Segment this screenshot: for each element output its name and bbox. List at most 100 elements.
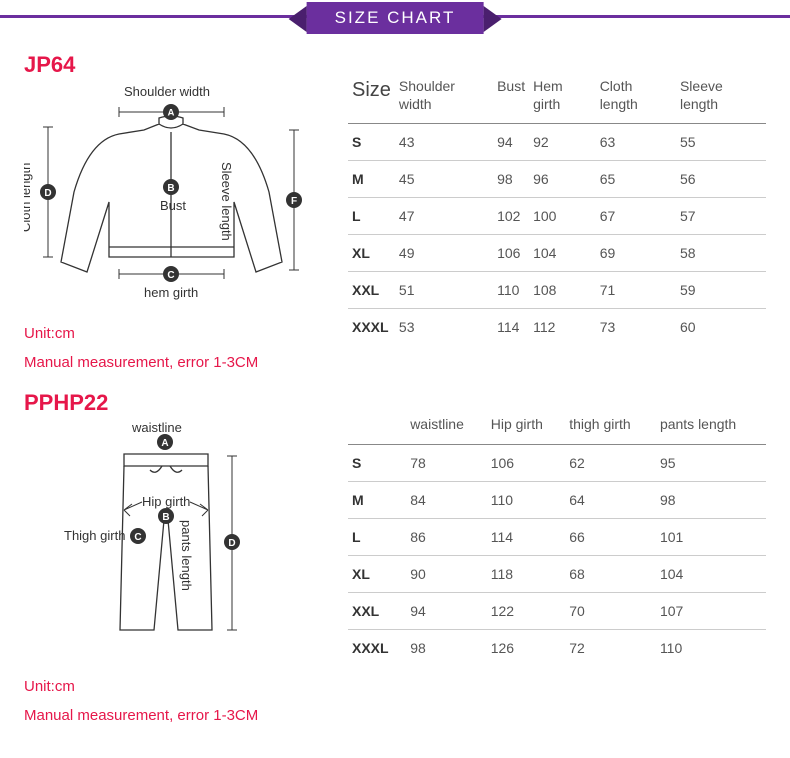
marker-f: F: [291, 196, 297, 207]
jacket-hdr-0: Shoulder width: [395, 72, 493, 124]
value-cell: 101: [656, 518, 766, 555]
table-row: XXL9412270107: [348, 592, 766, 629]
label-sleeve: Sleeve length: [219, 162, 234, 241]
size-cell: S: [348, 124, 395, 161]
label-cloth: Cloth length: [24, 163, 33, 232]
size-cell: XL: [348, 235, 395, 272]
value-cell: 58: [676, 235, 766, 272]
value-cell: 45: [395, 161, 493, 198]
value-cell: 106: [493, 235, 529, 272]
value-cell: 122: [487, 592, 566, 629]
value-cell: 107: [656, 592, 766, 629]
value-cell: 114: [493, 309, 529, 346]
value-cell: 78: [406, 444, 487, 481]
value-cell: 51: [395, 272, 493, 309]
value-cell: 62: [565, 444, 656, 481]
marker-a: A: [167, 108, 174, 119]
value-cell: 126: [487, 629, 566, 666]
value-cell: 104: [529, 235, 596, 272]
pants-hdr-1: Hip girth: [487, 410, 566, 444]
size-chart-banner: SIZE CHART: [0, 0, 790, 34]
marker-c: C: [167, 270, 174, 281]
value-cell: 110: [487, 481, 566, 518]
value-cell: 94: [493, 124, 529, 161]
size-cell: XXL: [348, 592, 406, 629]
table-row: S4394926355: [348, 124, 766, 161]
label-thigh: Thigh girth: [64, 528, 125, 543]
value-cell: 43: [395, 124, 493, 161]
value-cell: 65: [596, 161, 676, 198]
value-cell: 98: [656, 481, 766, 518]
value-cell: 100: [529, 198, 596, 235]
pants-diagram: waistline A Hip girth B Thigh girth C: [24, 420, 304, 670]
value-cell: 73: [596, 309, 676, 346]
value-cell: 67: [596, 198, 676, 235]
value-cell: 114: [487, 518, 566, 555]
jacket-hdr-2: Hem girth: [529, 72, 596, 124]
banner-title: SIZE CHART: [307, 2, 484, 34]
value-cell: 112: [529, 309, 596, 346]
jacket-diagram-col: JP64 Shoulder width A B: [24, 52, 324, 374]
table-row: XL9011868104: [348, 555, 766, 592]
value-cell: 94: [406, 592, 487, 629]
jacket-hdr-1: Bust: [493, 72, 529, 124]
table-row: XXL511101087159: [348, 272, 766, 309]
jacket-tbody: S4394926355M4598966556L471021006757XL491…: [348, 124, 766, 346]
label-waist: waistline: [131, 420, 182, 435]
label-hip: Hip girth: [142, 494, 190, 509]
value-cell: 84: [406, 481, 487, 518]
jacket-diagram: Shoulder width A B Bust: [24, 82, 304, 317]
pants-hdr-size: [348, 410, 406, 444]
pants-table-col: waistline Hip girth thigh girth pants le…: [348, 390, 766, 727]
value-cell: 95: [656, 444, 766, 481]
label-shoulder: Shoulder width: [124, 84, 210, 99]
table-row: L471021006757: [348, 198, 766, 235]
size-cell: XXXL: [348, 309, 395, 346]
value-cell: 71: [596, 272, 676, 309]
value-cell: 69: [596, 235, 676, 272]
size-cell: L: [348, 518, 406, 555]
jacket-hdr-4: Sleeve length: [676, 72, 766, 124]
value-cell: 70: [565, 592, 656, 629]
size-cell: XXL: [348, 272, 395, 309]
value-cell: 55: [676, 124, 766, 161]
value-cell: 102: [493, 198, 529, 235]
marker-pd: D: [228, 538, 235, 549]
value-cell: 64: [565, 481, 656, 518]
jacket-hdr-size: Size: [348, 72, 395, 124]
marker-pa: A: [161, 438, 168, 449]
pants-section: PPHP22 waistline A Hip girth B: [0, 390, 790, 743]
size-cell: M: [348, 481, 406, 518]
pants-unit: Unit:cm: [24, 676, 324, 699]
value-cell: 110: [493, 272, 529, 309]
pants-hdr-3: pants length: [656, 410, 766, 444]
pants-hdr-2: thigh girth: [565, 410, 656, 444]
marker-pb: B: [162, 512, 169, 523]
size-cell: S: [348, 444, 406, 481]
value-cell: 63: [596, 124, 676, 161]
value-cell: 66: [565, 518, 656, 555]
value-cell: 86: [406, 518, 487, 555]
value-cell: 118: [487, 555, 566, 592]
value-cell: 68: [565, 555, 656, 592]
value-cell: 90: [406, 555, 487, 592]
marker-d: D: [44, 188, 51, 199]
value-cell: 60: [676, 309, 766, 346]
value-cell: 98: [406, 629, 487, 666]
jacket-unit: Unit:cm: [24, 323, 324, 346]
value-cell: 57: [676, 198, 766, 235]
marker-pc: C: [134, 532, 141, 543]
pants-diagram-col: PPHP22 waistline A Hip girth B: [24, 390, 324, 727]
jacket-table: Size Shoulder width Bust Hem girth Cloth…: [348, 72, 766, 345]
label-plength: pants length: [179, 520, 194, 591]
value-cell: 56: [676, 161, 766, 198]
value-cell: 47: [395, 198, 493, 235]
value-cell: 108: [529, 272, 596, 309]
label-hem: hem girth: [144, 285, 198, 300]
pants-svg: waistline A Hip girth B Thigh girth C: [24, 420, 304, 665]
label-bust: Bust: [160, 198, 186, 213]
pants-note: Manual measurement, error 1-3CM: [24, 705, 324, 728]
jacket-svg: Shoulder width A B Bust: [24, 82, 304, 312]
value-cell: 92: [529, 124, 596, 161]
table-row: XXXL9812672110: [348, 629, 766, 666]
